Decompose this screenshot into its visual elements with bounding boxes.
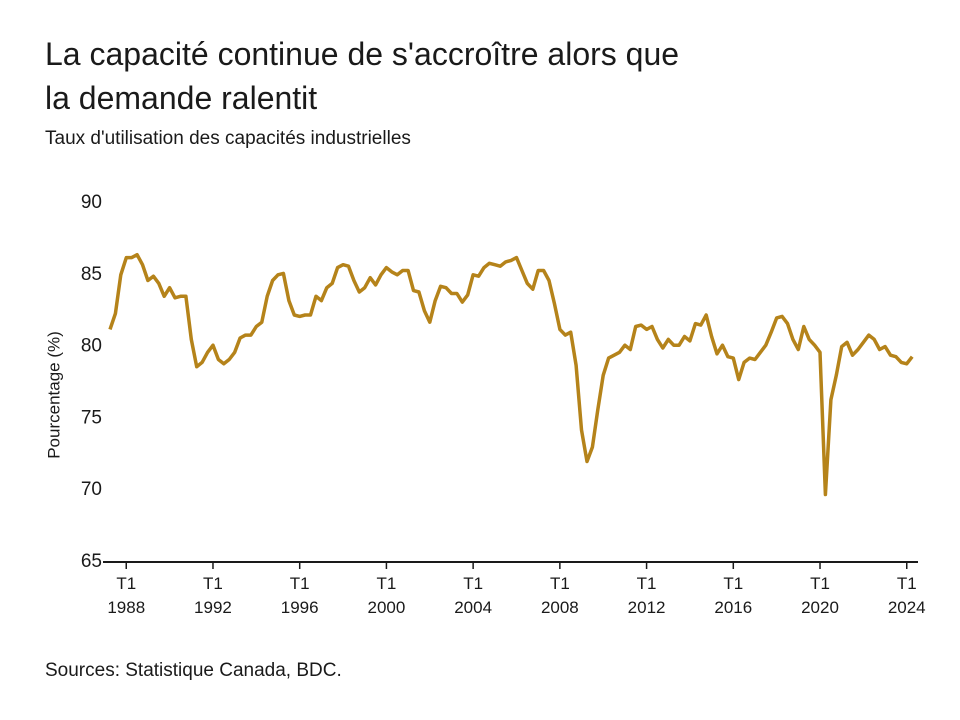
source-note: Sources: Statistique Canada, BDC. bbox=[45, 660, 342, 681]
chart-subtitle: Taux d'utilisation des capacités industr… bbox=[45, 128, 411, 149]
x-tick-label: T1 2000 bbox=[367, 574, 406, 617]
x-tick-label: T1 1988 bbox=[107, 574, 146, 617]
data-line bbox=[108, 252, 914, 497]
x-tick-label: T1 2016 bbox=[714, 574, 753, 617]
x-tick-label: T1 2020 bbox=[801, 574, 839, 617]
x-tick-label: T1 2008 bbox=[540, 574, 579, 617]
y-tick-label: 85 bbox=[81, 264, 102, 285]
x-tick-label: T1 2012 bbox=[627, 574, 666, 617]
y-tick-label: 80 bbox=[81, 336, 102, 357]
y-axis-label: Pourcentage (%) bbox=[44, 331, 63, 459]
x-tick-label: T1 2004 bbox=[454, 574, 493, 617]
x-tick-label: T1 1996 bbox=[280, 574, 319, 617]
y-tick-label: 70 bbox=[81, 479, 102, 500]
y-tick-label: 90 bbox=[81, 192, 102, 213]
chart-title: La capacité continue de s'accroître alor… bbox=[45, 36, 680, 116]
y-tick-label: 75 bbox=[81, 407, 102, 428]
y-tick-label: 65 bbox=[81, 551, 102, 572]
x-tick-label: T1 2024 bbox=[887, 574, 926, 617]
x-tick-label: T1 1992 bbox=[194, 574, 232, 617]
